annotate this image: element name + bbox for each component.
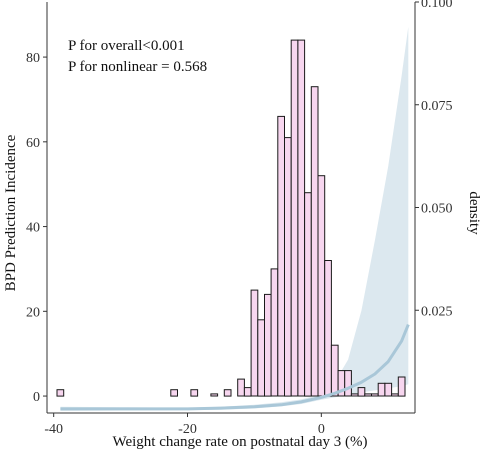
ci-ribbon-layer — [60, 26, 409, 411]
y-tick-label: 40 — [26, 221, 40, 236]
histogram-bar — [290, 39, 299, 397]
histogram-bar — [317, 175, 326, 397]
y2-axis-title: density — [466, 191, 482, 235]
histogram-bar — [350, 393, 359, 397]
y2-tick-label: 0.075 — [421, 99, 453, 114]
histogram-bar — [391, 393, 399, 397]
histogram-bar — [357, 387, 366, 397]
y2-tick-label: 0.050 — [421, 202, 453, 217]
histogram-bar — [270, 268, 279, 397]
y-tick-label: 20 — [26, 305, 40, 320]
histogram-bar — [250, 289, 259, 397]
x-axis-title: Weight change rate on postnatal day 3 (%… — [113, 434, 368, 450]
y2-tick-label: 0.100 — [421, 0, 453, 11]
y-tick-label: 80 — [26, 51, 40, 66]
y-tick-label: 60 — [26, 136, 40, 151]
y-axis-title: BPD Prediction Incidence — [3, 134, 19, 291]
histogram-bar — [384, 382, 393, 397]
histogram-bar — [264, 293, 272, 397]
histogram-bar — [56, 389, 65, 397]
spline-line-layer — [60, 324, 410, 411]
histogram-bars — [56, 39, 406, 397]
histogram-bar — [257, 319, 265, 397]
histogram-bar — [397, 376, 406, 397]
histogram-bar — [190, 389, 199, 397]
histogram-bar — [277, 115, 285, 397]
histogram-bar — [243, 387, 252, 397]
histogram-bar — [377, 382, 386, 397]
x-tick-label: 0 — [318, 422, 325, 437]
axes — [43, 1, 419, 417]
histogram-bar — [304, 192, 312, 397]
y-tick-label: 0 — [33, 390, 40, 405]
p-overall-annotation: P for overall<0.001 — [68, 38, 185, 54]
spline-line — [60, 324, 410, 411]
histogram-bar — [364, 393, 372, 397]
histogram-bar — [324, 260, 332, 397]
y2-tick-label: 0.025 — [421, 304, 453, 319]
p-nonlinear-annotation: P for nonlinear = 0.568 — [68, 59, 207, 75]
x-tick-label: -40 — [44, 422, 63, 437]
tick-labels: 0 20 40 60 80 -40 -20 0 0.025 0.050 0.075 0.100 — [26, 0, 453, 437]
x-tick-label: -20 — [178, 422, 197, 437]
histogram-bar — [223, 389, 232, 397]
confidence-band — [60, 26, 409, 411]
histogram-bar — [210, 393, 219, 397]
histogram-bar — [284, 137, 292, 397]
histogram-bar — [330, 344, 339, 397]
histogram-bar — [170, 389, 179, 397]
histogram-bar — [344, 370, 352, 397]
histogram-bar — [310, 86, 319, 397]
histogram-bar — [371, 393, 379, 397]
histogram-bar — [237, 378, 245, 397]
histogram-bar — [297, 39, 306, 397]
